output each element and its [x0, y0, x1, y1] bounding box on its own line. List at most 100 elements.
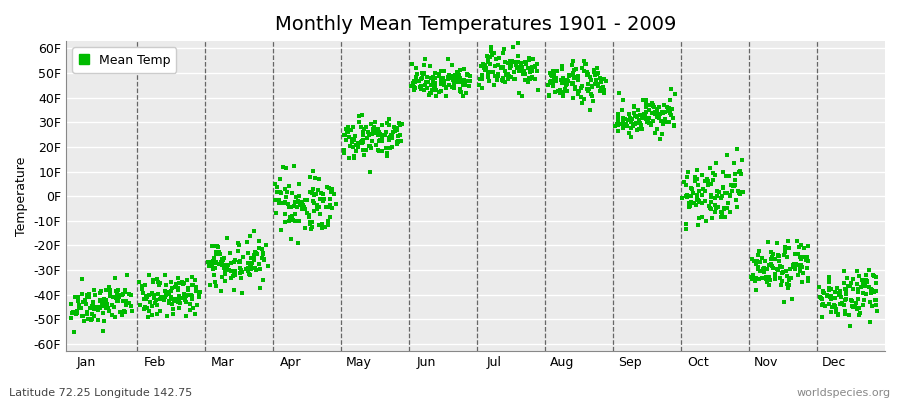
Point [372, 137, 386, 144]
Point [214, 261, 229, 267]
Point [450, 78, 464, 85]
Legend: Mean Temp: Mean Temp [72, 47, 176, 73]
Point [453, 88, 467, 94]
Point [768, 256, 782, 262]
Point [390, 127, 404, 133]
Point [628, 113, 643, 120]
Point [730, 146, 744, 152]
Point [477, 64, 491, 71]
Point [391, 139, 405, 146]
Point [836, 280, 850, 286]
Point [588, 71, 602, 78]
Point [518, 77, 533, 83]
Point [627, 104, 642, 110]
Point [288, 217, 302, 224]
Point [695, 192, 709, 198]
Point [728, 196, 742, 203]
Point [373, 131, 387, 137]
Point [228, 270, 242, 276]
Point [634, 122, 649, 129]
Point [162, 300, 176, 306]
Point [298, 206, 312, 212]
Point [184, 282, 199, 289]
Point [235, 269, 249, 275]
Point [554, 66, 569, 72]
Point [478, 67, 492, 73]
Point [243, 265, 257, 272]
Point [744, 273, 759, 280]
Point [457, 66, 472, 72]
Point [247, 256, 261, 263]
Point [247, 228, 261, 234]
Point [88, 306, 103, 312]
Point [843, 282, 858, 289]
Point [546, 80, 561, 87]
Point [279, 194, 293, 201]
Point [209, 249, 223, 255]
Point [706, 177, 720, 183]
Point [698, 178, 712, 184]
Point [573, 94, 588, 100]
Point [727, 176, 742, 183]
Point [342, 155, 356, 162]
Point [594, 84, 608, 91]
Point [209, 259, 223, 266]
Point [279, 194, 293, 200]
Point [839, 296, 853, 302]
Point [751, 258, 765, 264]
Point [687, 199, 701, 206]
Point [291, 198, 305, 204]
Point [544, 80, 558, 86]
Point [760, 238, 775, 245]
Point [343, 143, 357, 149]
Point [426, 79, 440, 85]
Point [85, 311, 99, 317]
Point [854, 283, 868, 290]
Point [482, 78, 497, 84]
Point [213, 288, 228, 294]
Point [316, 197, 330, 204]
Point [388, 127, 402, 134]
Point [562, 72, 577, 78]
Point [688, 174, 702, 180]
Point [823, 285, 837, 292]
Point [99, 301, 113, 307]
Point [760, 265, 774, 272]
Point [863, 298, 878, 305]
Point [428, 87, 443, 93]
Point [696, 186, 710, 192]
Point [281, 201, 295, 207]
Point [88, 292, 103, 298]
Point [256, 256, 271, 262]
Point [76, 299, 90, 306]
Point [564, 62, 579, 68]
Point [221, 267, 236, 273]
Point [204, 243, 219, 250]
Point [489, 56, 503, 62]
Point [781, 282, 796, 288]
Point [109, 288, 123, 294]
Point [366, 130, 381, 136]
Point [799, 254, 814, 260]
Point [668, 91, 682, 97]
Point [723, 193, 737, 200]
Point [762, 262, 777, 268]
Point [103, 291, 117, 298]
Point [337, 147, 351, 153]
Point [518, 61, 533, 68]
Point [632, 119, 646, 126]
Point [104, 312, 119, 318]
Point [824, 286, 838, 293]
Point [574, 85, 589, 92]
Point [675, 194, 689, 201]
Point [787, 260, 801, 267]
Point [74, 305, 88, 311]
Point [98, 303, 112, 310]
Point [320, 221, 335, 228]
Point [626, 102, 641, 109]
Point [406, 80, 420, 86]
Point [496, 75, 510, 81]
Point [735, 189, 750, 195]
Point [745, 272, 760, 278]
Point [560, 81, 574, 88]
